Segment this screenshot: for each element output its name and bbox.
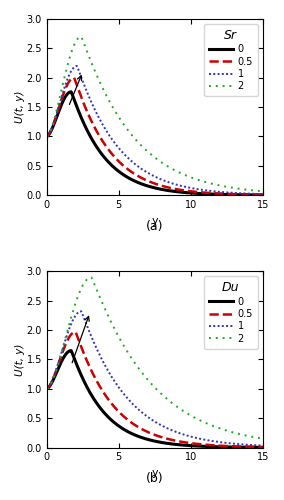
1 bbox=[183, 184, 186, 190]
Line: 0: 0 bbox=[47, 350, 263, 448]
0.5 bbox=[72, 74, 76, 80]
0.5 bbox=[176, 438, 180, 444]
1 bbox=[75, 63, 78, 69]
0.5 bbox=[261, 444, 264, 450]
Line: 2: 2 bbox=[47, 277, 263, 438]
0 bbox=[209, 191, 213, 197]
0.5 bbox=[171, 186, 174, 192]
1 bbox=[261, 442, 264, 448]
Y-axis label: U(t, y): U(t, y) bbox=[15, 91, 25, 124]
Text: (a): (a) bbox=[146, 220, 164, 233]
0.5 bbox=[209, 442, 213, 448]
0 bbox=[176, 442, 180, 448]
2 bbox=[58, 355, 62, 361]
2 bbox=[209, 422, 213, 428]
0.5 bbox=[176, 186, 180, 192]
2 bbox=[171, 166, 174, 172]
Line: 0: 0 bbox=[47, 92, 263, 195]
2 bbox=[58, 93, 62, 99]
Legend: 0, 0.5, 1, 2: 0, 0.5, 1, 2 bbox=[204, 276, 258, 348]
0 bbox=[231, 444, 235, 450]
1 bbox=[176, 182, 180, 188]
2 bbox=[90, 274, 93, 280]
Line: 0.5: 0.5 bbox=[47, 332, 263, 447]
Line: 1: 1 bbox=[47, 66, 263, 194]
0 bbox=[69, 89, 73, 95]
Line: 0.5: 0.5 bbox=[47, 78, 263, 194]
X-axis label: y: y bbox=[151, 468, 158, 478]
0.5 bbox=[183, 440, 186, 446]
0.5 bbox=[45, 134, 49, 140]
Legend: 0, 0.5, 1, 2: 0, 0.5, 1, 2 bbox=[204, 24, 258, 97]
0.5 bbox=[58, 101, 62, 107]
0.5 bbox=[231, 444, 235, 450]
1 bbox=[171, 180, 174, 186]
0 bbox=[183, 442, 186, 448]
0.5 bbox=[45, 386, 49, 392]
1 bbox=[58, 100, 62, 105]
2 bbox=[261, 436, 264, 442]
1 bbox=[176, 430, 180, 436]
2 bbox=[183, 172, 186, 178]
0 bbox=[261, 444, 264, 450]
0.5 bbox=[58, 356, 62, 362]
0 bbox=[58, 105, 62, 111]
1 bbox=[45, 386, 49, 392]
1 bbox=[209, 188, 213, 194]
0 bbox=[183, 190, 186, 196]
2 bbox=[176, 169, 180, 175]
0.5 bbox=[209, 190, 213, 196]
2 bbox=[45, 134, 49, 140]
1 bbox=[45, 134, 49, 140]
2 bbox=[183, 409, 186, 415]
0 bbox=[261, 192, 264, 198]
0 bbox=[171, 441, 174, 447]
0.5 bbox=[183, 188, 186, 194]
2 bbox=[209, 180, 213, 186]
0 bbox=[231, 192, 235, 198]
1 bbox=[58, 354, 62, 360]
Y-axis label: U(t, y): U(t, y) bbox=[15, 343, 25, 376]
Line: 2: 2 bbox=[47, 36, 263, 192]
0 bbox=[45, 386, 49, 392]
1 bbox=[231, 190, 235, 196]
Text: (b): (b) bbox=[146, 472, 164, 485]
2 bbox=[261, 188, 264, 194]
1 bbox=[171, 428, 174, 434]
2 bbox=[45, 386, 49, 392]
0.5 bbox=[171, 437, 174, 443]
0 bbox=[45, 134, 49, 140]
2 bbox=[176, 404, 180, 410]
2 bbox=[231, 430, 235, 436]
1 bbox=[80, 308, 83, 314]
X-axis label: y: y bbox=[151, 216, 158, 226]
1 bbox=[183, 432, 186, 438]
1 bbox=[209, 438, 213, 444]
0 bbox=[176, 189, 180, 195]
1 bbox=[231, 440, 235, 446]
Line: 1: 1 bbox=[47, 312, 263, 446]
1 bbox=[261, 191, 264, 197]
2 bbox=[80, 34, 83, 40]
0 bbox=[58, 362, 62, 368]
0 bbox=[171, 188, 174, 194]
0 bbox=[69, 348, 73, 354]
0 bbox=[209, 444, 213, 450]
0.5 bbox=[231, 191, 235, 197]
0.5 bbox=[261, 192, 264, 198]
2 bbox=[171, 400, 174, 406]
2 bbox=[231, 185, 235, 191]
0.5 bbox=[74, 329, 77, 335]
